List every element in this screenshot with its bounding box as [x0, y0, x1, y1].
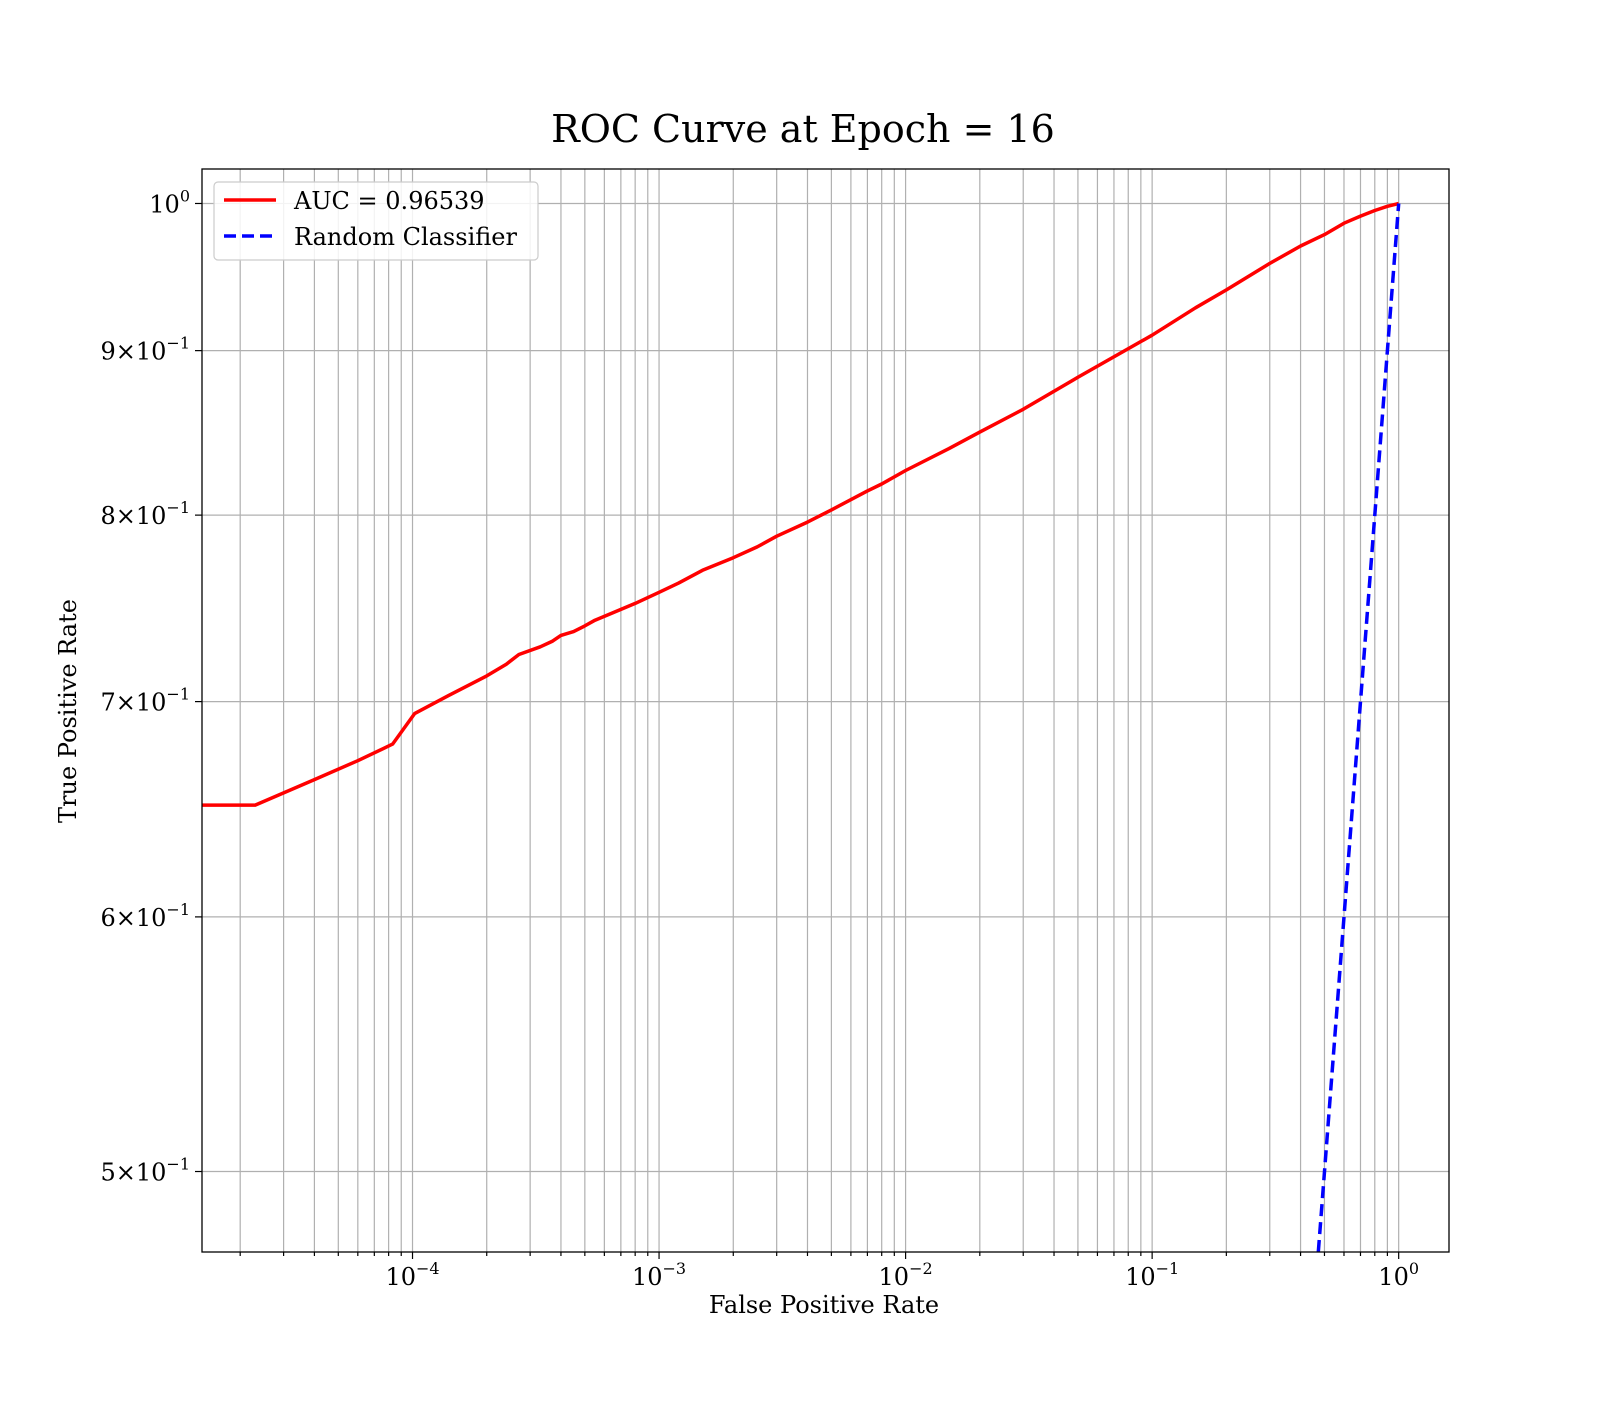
x-tick-label: 10−1: [1125, 1259, 1179, 1291]
x-tick-label: 10−4: [385, 1259, 439, 1291]
legend: AUC = 0.96539 Random Classifier: [213, 181, 539, 261]
y-tick-label: 100: [149, 186, 190, 218]
roc-curve-line: [202, 201, 1400, 807]
x-tick-label: 10−3: [632, 1259, 686, 1291]
grid-lines: [202, 169, 1449, 1252]
random-classifier-line: [1316, 203, 1401, 1253]
y-tick-label: 9×10−1: [100, 334, 190, 366]
y-tick-label: 8×10−1: [100, 498, 190, 530]
legend-label-auc: AUC = 0.96539: [293, 187, 485, 215]
axis-ticks: 10−4 10−3 10−2 10−1 100 5×10−1 6×10−1 7×10−1 8×1…: [100, 186, 1419, 1291]
x-tick-label: 100: [1378, 1259, 1419, 1291]
chart-title: ROC Curve at Epoch = 16: [551, 107, 1055, 151]
legend-label-random: Random Classifier: [294, 223, 517, 251]
plot-series: [202, 201, 1401, 1253]
y-tick-label: 7×10−1: [100, 685, 190, 717]
x-tick-label: 10−2: [879, 1259, 933, 1291]
legend-box: [213, 181, 539, 261]
x-axis-label: False Positive Rate: [709, 1291, 939, 1319]
y-tick-label: 6×10−1: [100, 900, 190, 932]
plot-frame: [201, 168, 1450, 1253]
y-axis-label: True Positive Rate: [54, 599, 82, 823]
y-tick-label: 5×10−1: [100, 1155, 190, 1187]
